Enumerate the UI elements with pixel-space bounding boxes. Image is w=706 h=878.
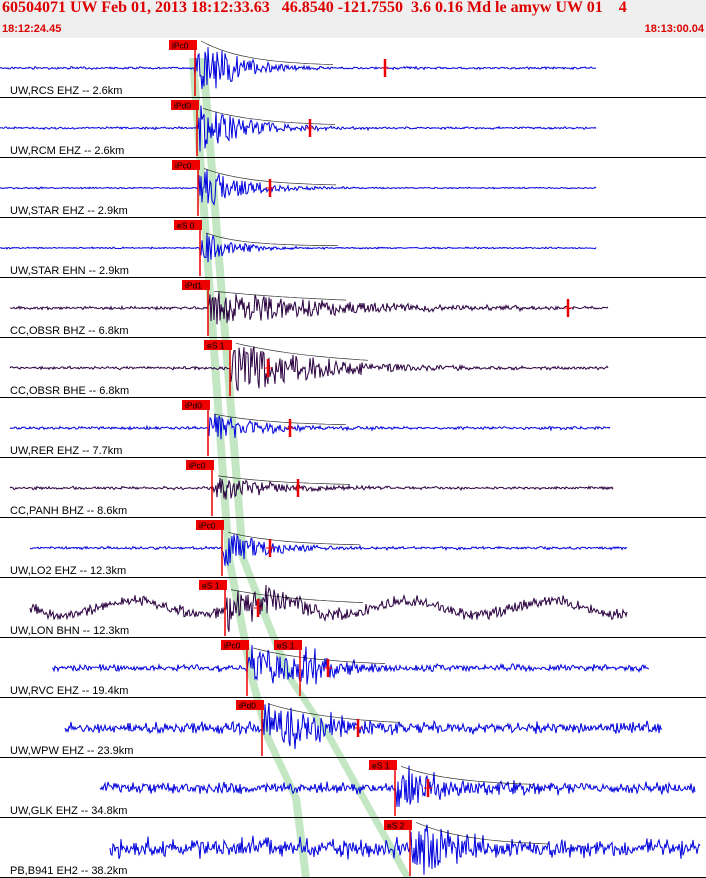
waveform-trace[interactable] — [64, 703, 663, 750]
waveform-trace[interactable] — [0, 169, 597, 206]
waveform-trace[interactable] — [99, 765, 696, 807]
station-label: UW,GLK EHZ -- 34.8km — [10, 805, 127, 817]
event-title: 60504071 UW Feb 01, 2013 18:12:33.63 46.… — [2, 0, 627, 16]
coda-curve — [200, 40, 334, 65]
phase-pick-label: iPc0 — [175, 161, 192, 171]
coda-curve — [230, 589, 364, 603]
phase-pick-box[interactable] — [199, 580, 227, 590]
station-label: UW,WPW EHZ -- 23.9km — [10, 745, 133, 757]
phase-pick-box[interactable] — [182, 400, 210, 410]
phase-pick-box[interactable] — [274, 640, 302, 650]
station-label: UW,RVC EHZ -- 19.4km — [10, 685, 128, 697]
station-label: CC,PANH BHZ -- 8.6km — [10, 505, 127, 517]
waveform-trace[interactable] — [9, 292, 609, 325]
phase-pick-label: eS 0 — [177, 221, 195, 231]
phase-pick-box[interactable] — [204, 340, 232, 350]
coda-curve — [235, 342, 369, 361]
waveform-trace[interactable] — [0, 47, 597, 90]
travel-time-band — [292, 798, 310, 878]
station-label: PB,B941 EH2 -- 38.2km — [10, 865, 127, 877]
phase-pick-box[interactable] — [236, 700, 264, 710]
waveform-trace[interactable] — [9, 346, 609, 392]
phase-pick-label: iPc0 — [189, 461, 206, 471]
seismogram-panel[interactable]: iPc0 UW,RCS EHZ -- 2.6km iPd0 UW,RCM EHZ --… — [0, 38, 706, 878]
station-label: UW,RCS EHZ -- 2.6km — [10, 85, 122, 97]
station-label: UW,RER EHZ -- 7.7km — [10, 445, 122, 457]
phase-pick-label: iPd1 — [185, 281, 202, 291]
phase-pick-label: eS 1 — [202, 581, 220, 591]
coda-curve — [205, 232, 339, 247]
station-label: CC,OBSR BHZ -- 6.8km — [10, 325, 129, 337]
phase-pick-label: iPc0 — [224, 641, 241, 651]
phase-pick-label: iPd0 — [239, 701, 256, 711]
phase-pick-box[interactable] — [182, 280, 210, 290]
phase-pick-label: iPc0 — [172, 41, 189, 51]
station-label: UW,LO2 EHZ -- 12.3km — [10, 565, 126, 577]
phase-pick-box[interactable] — [384, 820, 412, 830]
phase-pick-label: eS 1 — [372, 761, 390, 771]
phase-pick-label: iPd0 — [174, 101, 191, 111]
coda-curve — [400, 765, 534, 785]
waveform-trace[interactable] — [29, 584, 628, 632]
phase-pick-box[interactable] — [172, 160, 200, 170]
coda-curve — [217, 475, 351, 485]
coda-curve — [213, 413, 347, 426]
station-label: UW,STAR EHN -- 2.9km — [10, 265, 129, 277]
coda-curve — [415, 822, 549, 845]
phase-pick-label: eS 1 — [277, 641, 295, 651]
header-bar: 60504071 UW Feb 01, 2013 18:12:33.63 46.… — [0, 0, 706, 38]
waveform-trace[interactable] — [0, 233, 597, 263]
waveform-trace[interactable] — [9, 477, 614, 500]
phase-pick-box[interactable] — [174, 220, 202, 230]
phase-pick-box[interactable] — [171, 100, 199, 110]
waveform-trace[interactable] — [9, 414, 611, 440]
window-start-time: 18:12:24.45 — [2, 23, 62, 35]
station-label: CC,OBSR BHE -- 6.8km — [10, 385, 129, 397]
station-label: UW,STAR EHZ -- 2.9km — [10, 205, 128, 217]
coda-curve — [213, 290, 347, 301]
coda-curve — [202, 107, 336, 125]
waveform-trace[interactable] — [29, 533, 628, 567]
station-label: UW,LON BHN -- 12.3km — [10, 625, 129, 637]
coda-curve — [252, 647, 386, 664]
coda-curve — [267, 703, 401, 723]
travel-time-band — [264, 738, 300, 798]
phase-pick-box[interactable] — [369, 760, 397, 770]
coda-curve — [227, 531, 361, 546]
window-end-time: 18:13:00.04 — [644, 23, 704, 35]
waveform-trace[interactable] — [0, 105, 597, 152]
phase-pick-label: iPc0 — [199, 521, 216, 531]
station-label: UW,RCM EHZ -- 2.6km — [10, 145, 124, 157]
phase-pick-label: iPd0 — [185, 401, 202, 411]
waveform-trace[interactable] — [51, 644, 650, 685]
phase-pick-box[interactable] — [169, 40, 197, 50]
travel-time-band — [326, 738, 412, 878]
waveform-trace[interactable] — [109, 824, 701, 875]
phase-pick-box[interactable] — [186, 460, 214, 470]
phase-pick-box[interactable] — [196, 520, 224, 530]
phase-pick-box[interactable] — [221, 640, 249, 650]
phase-pick-label: eS 1 — [207, 341, 225, 351]
phase-pick-label: eS 2 — [387, 821, 405, 831]
